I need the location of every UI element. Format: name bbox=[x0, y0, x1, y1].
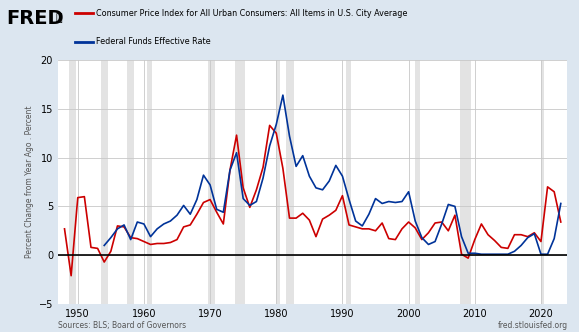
Bar bbox=[541, 60, 544, 304]
Bar bbox=[276, 60, 280, 304]
Text: Sources: BLS; Board of Governors: Sources: BLS; Board of Governors bbox=[58, 321, 186, 330]
Bar bbox=[69, 60, 76, 304]
Bar bbox=[208, 60, 215, 304]
Bar bbox=[460, 60, 471, 304]
Text: Consumer Price Index for All Urban Consumers: All Items in U.S. City Average: Consumer Price Index for All Urban Consu… bbox=[96, 9, 407, 18]
Bar bbox=[346, 60, 351, 304]
Y-axis label: Percent Change from Year Ago . Percent: Percent Change from Year Ago . Percent bbox=[25, 106, 35, 258]
Bar bbox=[415, 60, 420, 304]
Text: Federal Funds Effective Rate: Federal Funds Effective Rate bbox=[96, 38, 210, 46]
Bar bbox=[127, 60, 134, 304]
Bar bbox=[235, 60, 245, 304]
Bar bbox=[147, 60, 152, 304]
Text: fred.stlouisfed.org: fred.stlouisfed.org bbox=[497, 321, 567, 330]
Bar bbox=[286, 60, 295, 304]
Bar bbox=[101, 60, 108, 304]
Text: FRED: FRED bbox=[6, 9, 64, 28]
Text: 📈: 📈 bbox=[55, 13, 61, 23]
